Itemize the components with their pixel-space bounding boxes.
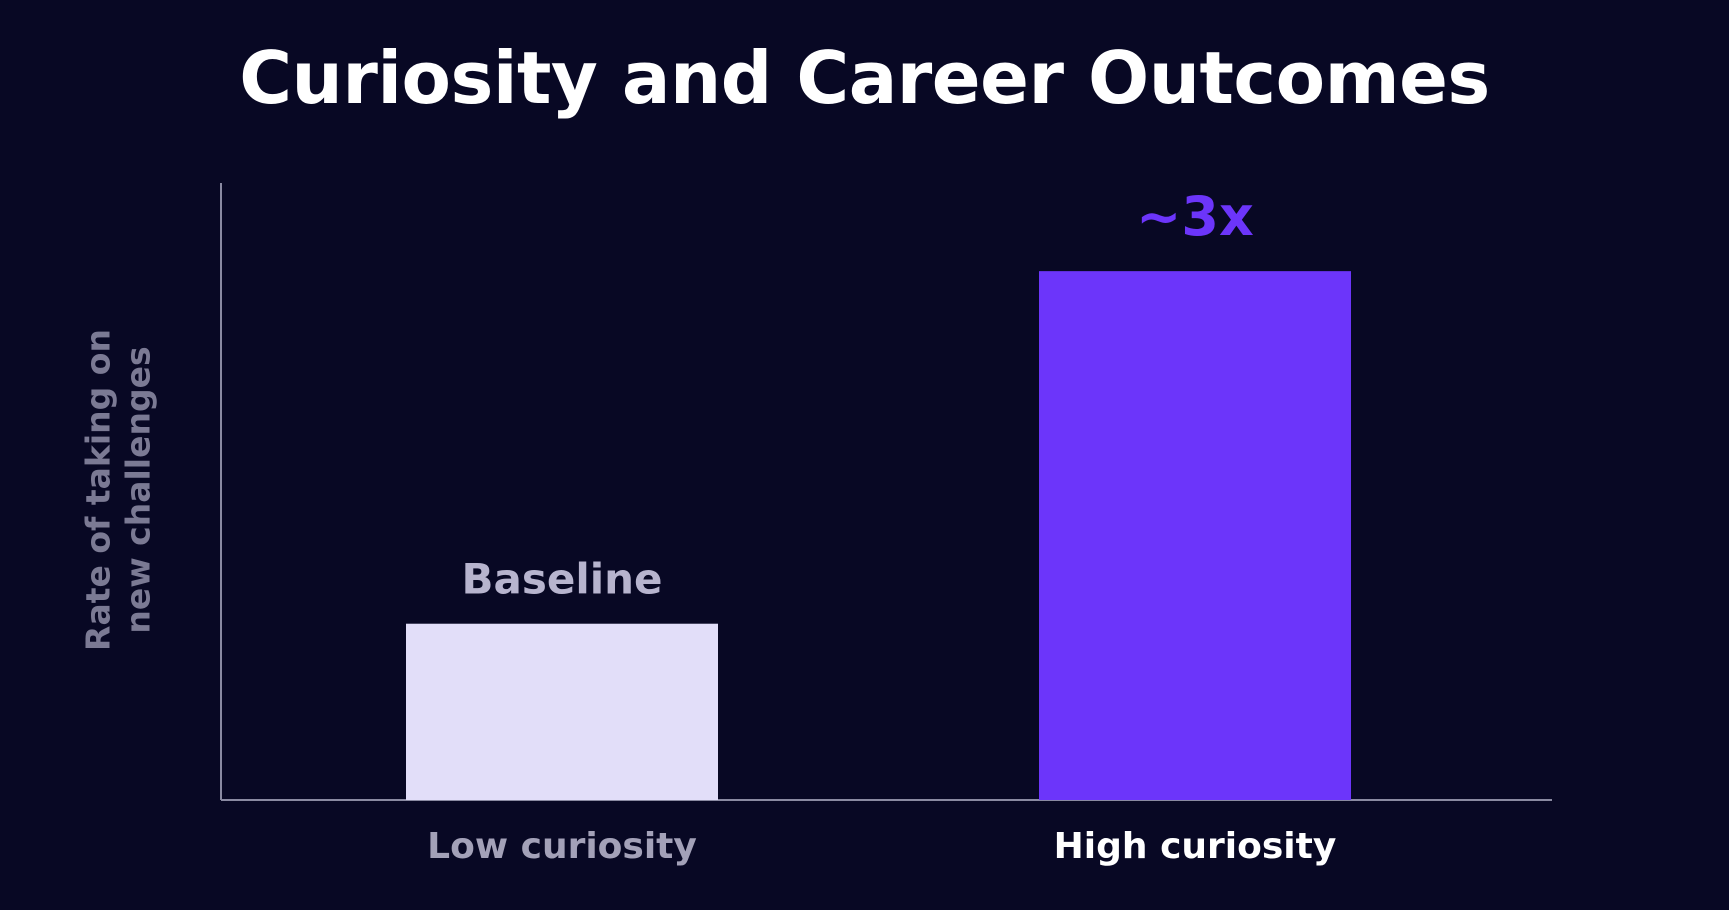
bar-high-curiosity	[1039, 271, 1351, 801]
bar-low-curiosity	[406, 623, 718, 800]
bars-group	[406, 271, 1351, 801]
y-axis-label-wrapper: Rate of taking on new challenges	[68, 320, 168, 660]
data-label-low-curiosity: Baseline	[461, 555, 662, 604]
data-labels-group: Baseline ~3x	[461, 185, 1254, 604]
chart-title: Curiosity and Career Outcomes	[239, 36, 1490, 120]
x-tick-label-low-curiosity: Low curiosity	[427, 826, 697, 867]
x-tick-label-high-curiosity: High curiosity	[1054, 826, 1337, 867]
data-label-high-curiosity: ~3x	[1136, 185, 1254, 248]
x-tick-labels-group: Low curiosity High curiosity	[427, 826, 1336, 867]
y-axis-label: Rate of taking on new challenges	[78, 329, 157, 651]
